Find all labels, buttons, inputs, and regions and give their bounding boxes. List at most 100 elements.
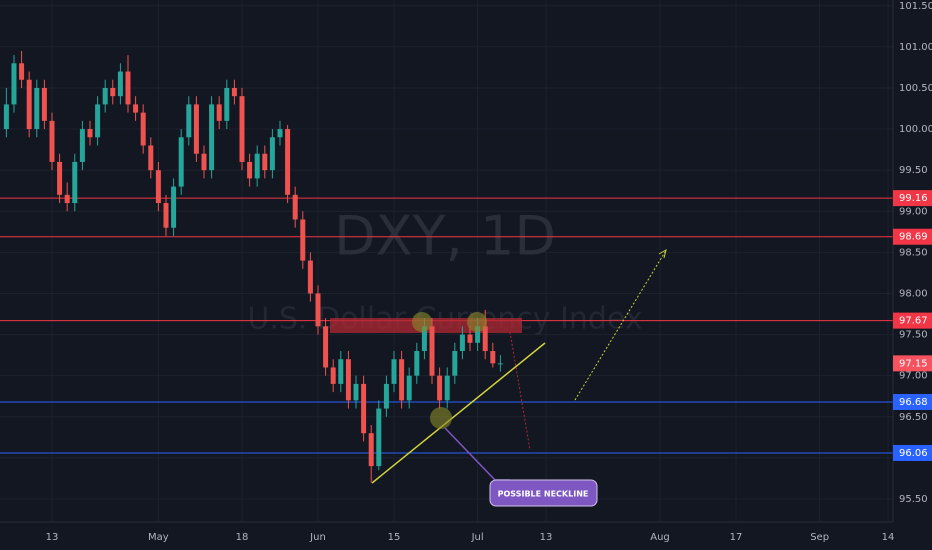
candle-body [193,104,199,154]
candle-body [315,293,321,327]
watermark-title: DXY, 1D [334,205,556,268]
candle-body [163,203,169,228]
x-tick-label: 18 [236,532,249,543]
candle-body [49,120,55,162]
candle-body [323,326,329,368]
candle-body [444,375,450,401]
candle-body [490,351,496,364]
level-label: 96.06 [899,448,928,459]
y-tick-label: 97.50 [899,330,928,341]
last-price-label: 97.15 [899,358,928,369]
candle-body [292,194,298,220]
level-label: 96.68 [899,397,928,408]
target-arrow [574,251,666,401]
candle-body [148,145,154,171]
candle-body [155,170,161,204]
shoulder-marker [467,312,487,332]
candle-body [224,87,230,121]
candle-body [482,326,488,352]
candle-body [285,129,291,195]
candle-body [171,186,177,228]
candle-body [467,334,473,343]
candle-body [102,87,108,105]
x-tick-label: 15 [388,532,401,543]
x-tick-label: 13 [46,532,59,543]
x-tick-label: May [148,532,169,543]
candle-body [19,63,25,80]
candle-body [3,104,9,130]
y-tick-label: 100.50 [899,83,932,94]
candle-body [277,129,283,138]
candle-body [140,112,146,146]
y-tick-label: 99.00 [899,206,928,217]
candle-body [345,359,351,401]
candle-body [57,161,63,195]
candle-body [72,161,78,204]
candle-body [475,326,481,343]
candle-body [216,104,222,121]
y-tick-label: 100.00 [899,124,932,135]
candle-body [178,137,184,187]
candle-body [110,87,116,97]
candle-body [330,367,336,384]
x-tick-label: 13 [540,532,553,543]
candle-body [64,194,70,204]
candle-body [361,383,367,434]
callout-text: POSSIBLE NECKLINE [498,490,589,499]
candle-body [186,104,192,138]
level-label: 98.69 [899,232,928,243]
candle-body [209,104,215,171]
candle-body [239,96,245,162]
level-label: 97.67 [899,316,928,327]
x-tick-label: Sep [810,532,829,543]
candle-body [11,63,17,105]
level-tag [893,228,932,245]
arrow-head [658,248,667,259]
neckline [371,342,546,484]
candle-body [421,326,427,352]
candle-body [125,71,131,105]
y-tick-label: 99.50 [899,165,928,176]
candle-body [95,104,101,138]
x-tick-label: Jul [471,532,484,543]
candle-body [368,433,374,467]
candle-body [269,137,275,171]
candle-body [247,161,253,179]
callout-box [489,479,598,507]
candle-body [133,104,139,113]
candle-body [338,359,344,384]
candle-body [300,219,306,261]
candle-body [459,334,465,352]
candle-body [254,153,260,179]
candle-body [452,351,458,376]
candle-body [437,375,443,401]
candle-body [406,375,412,401]
candle-body [376,408,382,467]
candle-body [429,326,435,376]
candle-body [87,129,93,138]
candle-body [41,87,47,121]
candle-body [231,87,237,97]
candle-body [497,363,503,365]
candle-body [117,71,123,97]
candle-body [353,383,359,401]
x-tick-label: Aug [650,532,670,543]
y-tick-label: 96.50 [899,412,928,423]
x-tick-label: 14 [882,532,895,543]
candle-body [399,359,405,401]
y-tick-label: 98.00 [899,288,928,299]
candle-body [34,87,40,130]
candle-body [391,359,397,384]
level-label: 99.16 [899,193,928,204]
level-tag [893,190,932,207]
candle-body [79,129,85,162]
level-tag [893,393,932,410]
shoulder-marker [412,312,432,332]
y-tick-label: 98.50 [899,247,928,258]
x-tick-label: 17 [730,532,743,543]
level-tag [893,444,932,461]
candle-body [383,383,389,409]
y-tick-label: 97.00 [899,371,928,382]
